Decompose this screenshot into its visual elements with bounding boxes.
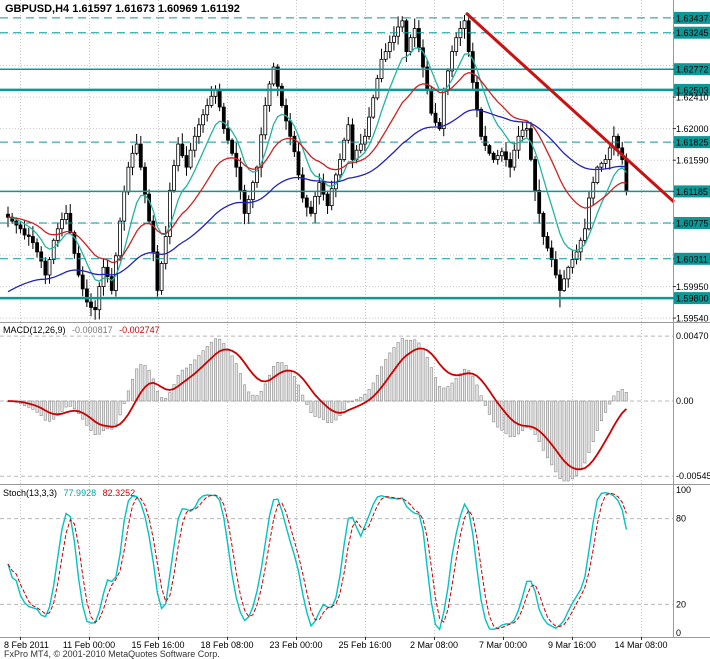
price-tag-label: 1.62503 bbox=[676, 85, 709, 95]
stoch-axis-label: 100 bbox=[676, 485, 691, 495]
support-resistance-lines bbox=[0, 17, 673, 300]
macd-name: MACD(12,26,9) bbox=[3, 325, 66, 335]
price-axis-label: 1.61590 bbox=[676, 156, 709, 166]
main-chart-pane[interactable] bbox=[0, 0, 673, 322]
time-axis-label: 25 Feb 16:00 bbox=[338, 640, 391, 650]
price-tag bbox=[674, 136, 710, 149]
stoch-axis-label: 0 bbox=[676, 628, 681, 638]
stoch-value-2: 82.3252 bbox=[102, 488, 136, 498]
macd-indicator-label: MACD(12,26,9) -0.000817 -0.002747 bbox=[3, 325, 160, 335]
time-axis-label: 8 Feb 2011 bbox=[4, 640, 49, 650]
trendline bbox=[464, 11, 676, 204]
time-axis-label: 15 Feb 16:00 bbox=[131, 640, 184, 650]
price-tag-label: 1.63437 bbox=[676, 13, 709, 23]
stoch-axis-label: 80 bbox=[676, 514, 686, 524]
price-axis-label: 1.59950 bbox=[676, 282, 709, 292]
price-tag-label: 1.60311 bbox=[676, 254, 708, 264]
ma-fast-line bbox=[7, 47, 627, 282]
price-axis-label: 1.59540 bbox=[676, 314, 709, 324]
stoch-main-line bbox=[7, 491, 628, 631]
stoch-name: Stoch(13,3,3) bbox=[3, 488, 58, 498]
ma-medium-line bbox=[7, 72, 627, 264]
stoch-signal-line bbox=[7, 492, 627, 630]
price-axis-label: 1.62410 bbox=[676, 93, 709, 103]
price-tag bbox=[674, 292, 710, 305]
time-axis-label: 2 Mar 08:00 bbox=[410, 640, 458, 650]
price-tag-label: 1.61825 bbox=[676, 138, 709, 148]
price-tag bbox=[674, 11, 710, 24]
price-tag-label: 1.63245 bbox=[676, 28, 709, 38]
price-tag bbox=[674, 26, 710, 39]
time-axis-label: 14 Mar 08:00 bbox=[614, 640, 667, 650]
macd-axis-label: 0.00 bbox=[676, 396, 694, 406]
macd-axis-label: -0.00545 bbox=[676, 471, 710, 481]
time-axis-label: 23 Feb 00:00 bbox=[269, 640, 322, 650]
price-tag-label: 1.61185 bbox=[676, 187, 708, 197]
macd-pane[interactable] bbox=[0, 323, 673, 484]
stoch-pane[interactable] bbox=[0, 486, 673, 637]
time-axis-label: 11 Feb 00:00 bbox=[63, 640, 115, 650]
macd-value-1: -0.000817 bbox=[72, 325, 113, 335]
time-axis-label: 9 Mar 16:00 bbox=[548, 640, 596, 650]
price-tag bbox=[674, 83, 710, 96]
time-axis-label: 18 Feb 08:00 bbox=[200, 640, 253, 650]
ma-slow-line bbox=[7, 109, 627, 293]
stoch-axis-label: 20 bbox=[676, 599, 686, 609]
macd-value-2: -0.002747 bbox=[119, 325, 160, 335]
price-tag-label: 1.59800 bbox=[676, 294, 709, 304]
time-axis-label: 7 Mar 00:00 bbox=[479, 640, 527, 650]
price-tag bbox=[674, 185, 710, 198]
grid-layer bbox=[0, 0, 673, 637]
chart-title: GBPUSD,H4 1.61597 1.61673 1.60969 1.6119… bbox=[5, 3, 240, 15]
price-tag bbox=[674, 217, 710, 229]
time-axis[interactable]: 8 Feb 2011 11 Feb 00:00 15 Feb 16:00 18 Feb… bbox=[4, 637, 668, 650]
stoch-value-1: 77.9928 bbox=[63, 488, 97, 498]
macd-axis-label: 0.00470 bbox=[676, 331, 709, 341]
macd-signal-line bbox=[7, 347, 628, 471]
price-axis-label: 1.62000 bbox=[676, 124, 709, 134]
price-tag bbox=[674, 252, 710, 265]
price-tag bbox=[674, 63, 710, 76]
price-tag-label: 1.60775 bbox=[676, 219, 709, 229]
stoch-indicator-label: Stoch(13,3,3) 77.9928 82.3252 bbox=[3, 488, 135, 498]
price-tag-label: 1.62772 bbox=[676, 65, 709, 75]
copyright-text: FxPro MT4, © 2001-2010 MetaQuotes Softwa… bbox=[4, 649, 220, 659]
